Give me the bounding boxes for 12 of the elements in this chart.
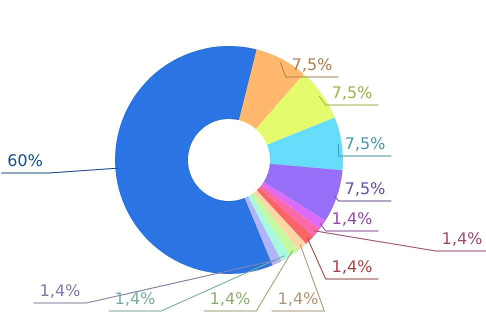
data-label: 60% (7, 151, 43, 170)
data-label: 1,4% (278, 289, 318, 308)
data-label: 1,4% (332, 209, 372, 228)
data-label: 1,4% (442, 229, 482, 248)
data-label: 1,4% (40, 281, 80, 300)
data-label: 1,4% (114, 289, 156, 308)
data-label: 7,5% (292, 55, 332, 74)
data-label: 7,5% (344, 134, 386, 154)
data-label: 1,4% (332, 257, 372, 276)
data-label: 1,4% (210, 289, 250, 308)
data-label: 7,5% (344, 179, 386, 198)
data-label: 7,5% (332, 83, 372, 102)
